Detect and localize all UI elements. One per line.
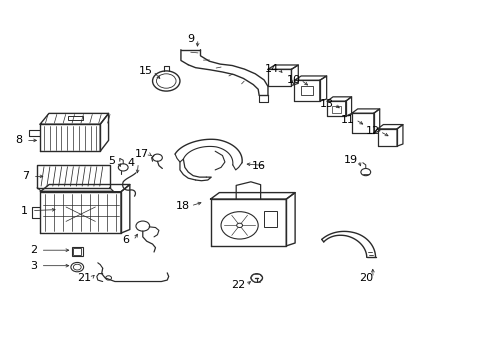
Text: 17: 17 (135, 149, 148, 159)
Text: 8: 8 (15, 135, 22, 145)
Text: 1: 1 (21, 206, 28, 216)
Text: 22: 22 (231, 280, 245, 290)
Bar (73, 248, 81, 255)
Bar (263, 211, 277, 227)
Text: 2: 2 (30, 245, 37, 255)
Text: 21: 21 (77, 273, 91, 283)
Text: 16: 16 (252, 161, 265, 171)
Text: 13: 13 (319, 99, 333, 109)
Text: 4: 4 (127, 158, 134, 168)
Bar (301, 86, 313, 95)
Bar (68, 116, 83, 120)
Text: 3: 3 (30, 261, 37, 271)
Text: 10: 10 (286, 75, 300, 85)
Text: 7: 7 (22, 171, 29, 181)
Text: 20: 20 (358, 273, 372, 283)
Text: 18: 18 (176, 201, 190, 211)
Text: 14: 14 (264, 64, 278, 74)
Text: 11: 11 (341, 114, 354, 125)
Text: 12: 12 (365, 126, 379, 136)
Text: 19: 19 (344, 155, 357, 165)
Text: 5: 5 (108, 156, 115, 166)
Text: 6: 6 (122, 235, 129, 246)
Bar (331, 106, 340, 113)
Text: 15: 15 (139, 66, 152, 76)
Text: 9: 9 (187, 34, 194, 44)
Bar (72, 247, 82, 256)
Circle shape (236, 223, 242, 228)
